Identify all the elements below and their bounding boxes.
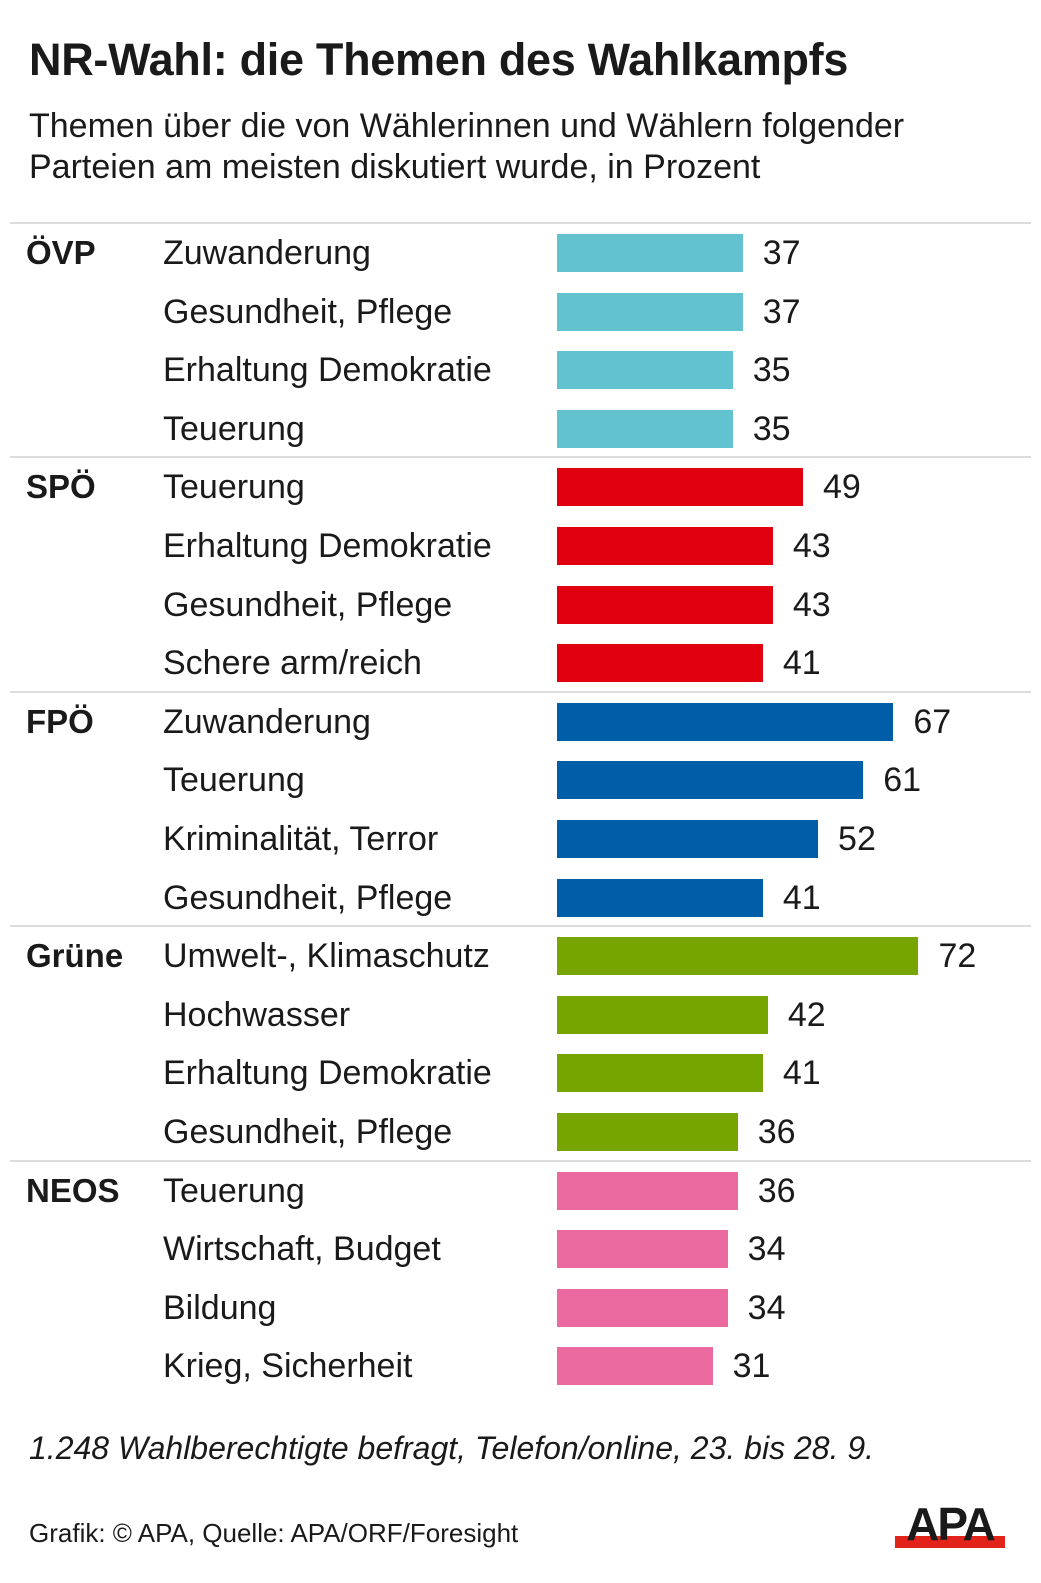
chart-subtitle: Themen über die von Wählerinnen und Wähl… <box>29 107 905 186</box>
value-label: 34 <box>747 1230 786 1269</box>
topic-label: Umwelt-, Klimaschutz <box>163 937 490 976</box>
bar <box>557 820 819 858</box>
bar <box>557 878 763 917</box>
party-label: ÖVP <box>26 234 96 271</box>
bar <box>557 702 894 741</box>
value-label: 37 <box>762 234 801 272</box>
topic-label: Teuerung <box>163 1171 305 1210</box>
bar <box>557 527 773 565</box>
value-label: 36 <box>757 1113 796 1151</box>
value-label: 35 <box>752 351 791 390</box>
bar <box>557 937 919 976</box>
topic-label: Zuwanderung <box>163 234 371 272</box>
topic-label: Hochwasser <box>163 995 351 1034</box>
bar <box>557 409 733 448</box>
topic-label: Teuerung <box>163 409 305 448</box>
bar <box>557 1054 763 1093</box>
group-separator <box>10 456 1031 459</box>
group-separator <box>10 1159 1031 1162</box>
party-label: SPÖ <box>26 468 96 506</box>
party-label: NEOS <box>26 1171 120 1209</box>
source-credit: Grafik: © APA, Quelle: APA/ORF/Foresight <box>29 1518 519 1548</box>
value-label: 31 <box>732 1347 771 1386</box>
value-label: 67 <box>913 702 952 741</box>
topic-label: Erhaltung Demokratie <box>163 351 492 390</box>
bar <box>557 644 763 683</box>
value-label: 61 <box>883 761 922 800</box>
bar <box>557 1288 728 1327</box>
value-label: 36 <box>757 1171 796 1210</box>
value-label: 49 <box>822 468 861 507</box>
group-separator <box>10 925 1031 928</box>
value-label: 52 <box>838 820 876 858</box>
value-label: 34 <box>747 1288 786 1327</box>
value-label: 41 <box>782 644 821 683</box>
chart-title: NR-Wahl: die Themen des Wahlkampfs <box>29 34 849 85</box>
value-label: 35 <box>752 409 791 448</box>
group-separator <box>10 222 1031 224</box>
topic-label: Gesundheit, Pflege <box>163 878 453 917</box>
topic-label: Zuwanderung <box>163 702 371 741</box>
value-label: 41 <box>782 878 821 917</box>
bar <box>557 585 773 624</box>
topic-label: Erhaltung Demokratie <box>163 1054 492 1093</box>
survey-note: 1.248 Wahlberechtigte befragt, Telefon/o… <box>29 1430 875 1466</box>
topic-label: Teuerung <box>163 468 305 507</box>
topic-label: Bildung <box>163 1288 277 1327</box>
topic-label: Wirtschaft, Budget <box>163 1230 441 1269</box>
bar <box>557 761 864 800</box>
topic-label: Teuerung <box>163 761 305 800</box>
bar <box>557 1230 728 1269</box>
value-label: 43 <box>792 585 831 624</box>
topic-label: Kriminalität, Terror <box>163 820 439 858</box>
logo-red-bar <box>895 1536 1005 1548</box>
topic-label: Schere arm/reich <box>163 644 422 683</box>
bar <box>557 468 803 507</box>
bar <box>557 995 768 1034</box>
logo-text: APA <box>906 1502 994 1550</box>
bar <box>557 234 743 272</box>
bar <box>557 292 743 331</box>
value-label: 43 <box>792 527 831 565</box>
topic-label: Erhaltung Demokratie <box>163 527 492 565</box>
bar <box>557 351 733 390</box>
topic-label: Gesundheit, Pflege <box>163 292 453 331</box>
value-label: 41 <box>782 1054 821 1093</box>
value-label: 72 <box>938 937 977 976</box>
bar <box>557 1113 738 1151</box>
topic-label: Krieg, Sicherheit <box>163 1347 413 1386</box>
bar <box>557 1171 738 1210</box>
party-label: FPÖ <box>26 702 94 740</box>
party-label: Grüne <box>26 937 124 975</box>
topic-label: Gesundheit, Pflege <box>163 1113 453 1151</box>
bar <box>557 1347 713 1386</box>
value-label: 42 <box>787 995 826 1034</box>
topic-label: Gesundheit, Pflege <box>163 585 453 624</box>
apa-logo: APA <box>895 1502 1005 1550</box>
group-separator <box>10 690 1031 693</box>
value-label: 37 <box>762 292 801 331</box>
